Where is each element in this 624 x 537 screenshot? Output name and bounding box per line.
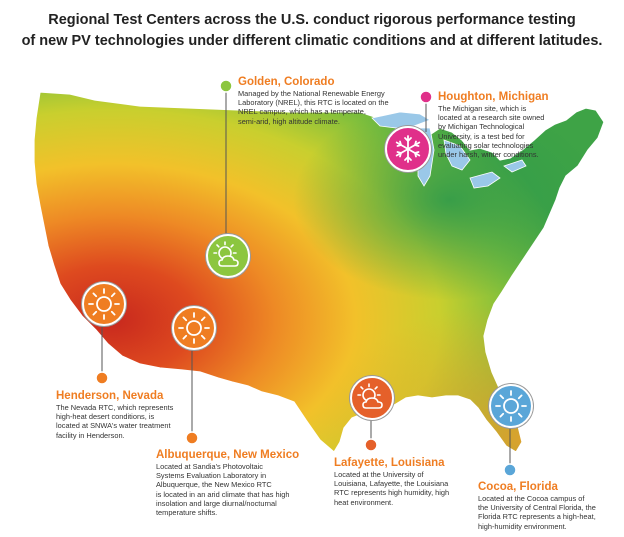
houghton-badge [385, 126, 431, 172]
houghton-desc: The Michigan site, which is located at a … [438, 104, 545, 160]
cocoa-name: Cocoa, Florida [478, 481, 558, 493]
henderson-name: Henderson, Nevada [56, 390, 164, 402]
henderson-badge [82, 282, 126, 326]
lafayette-desc: Located at the University of Louisiana, L… [334, 470, 450, 507]
henderson-desc: The Nevada RTC, which represents high-hea… [56, 403, 174, 440]
golden-badge [206, 234, 250, 278]
sun-icon [178, 312, 210, 344]
albuquerque-label: Albuquerque, New Mexico Located at Sandi… [156, 448, 356, 517]
golden-desc: Managed by the National Renewable Energy… [238, 89, 389, 126]
houghton-label: Houghton, Michigan The Michigan site, wh… [438, 90, 608, 159]
lafayette-label: Lafayette, Louisiana Located at the Univ… [334, 456, 504, 507]
title-line-2: of new PV technologies under different c… [21, 33, 603, 49]
albuquerque-badge [172, 306, 216, 350]
title-line-1: Regional Test Centers across the U.S. co… [48, 12, 576, 28]
albuquerque-name: Albuquerque, New Mexico [156, 449, 300, 461]
houghton-name: Houghton, Michigan [438, 91, 549, 103]
lafayette-badge [350, 376, 394, 420]
sun-icon [88, 288, 120, 320]
sun-cloud-icon [213, 241, 239, 267]
sun-cloud-icon [357, 383, 383, 409]
page-title: Regional Test Centers across the U.S. co… [0, 10, 624, 52]
golden-label: Golden, Colorado Managed by the National… [238, 75, 428, 126]
snowflake-icon [395, 135, 421, 163]
henderson-label: Henderson, Nevada The Nevada RTC, which … [56, 389, 226, 440]
sun-icon [495, 390, 527, 422]
cocoa-badge [489, 384, 533, 428]
lafayette-name: Lafayette, Louisiana [334, 457, 445, 469]
golden-name: Golden, Colorado [238, 76, 335, 88]
cocoa-label: Cocoa, Florida Located at the Cocoa camp… [478, 480, 623, 531]
cocoa-desc: Located at the Cocoa campus of the Univer… [478, 494, 596, 531]
albuquerque-desc: Located at Sandia's Photovoltaic Systems … [156, 462, 290, 518]
